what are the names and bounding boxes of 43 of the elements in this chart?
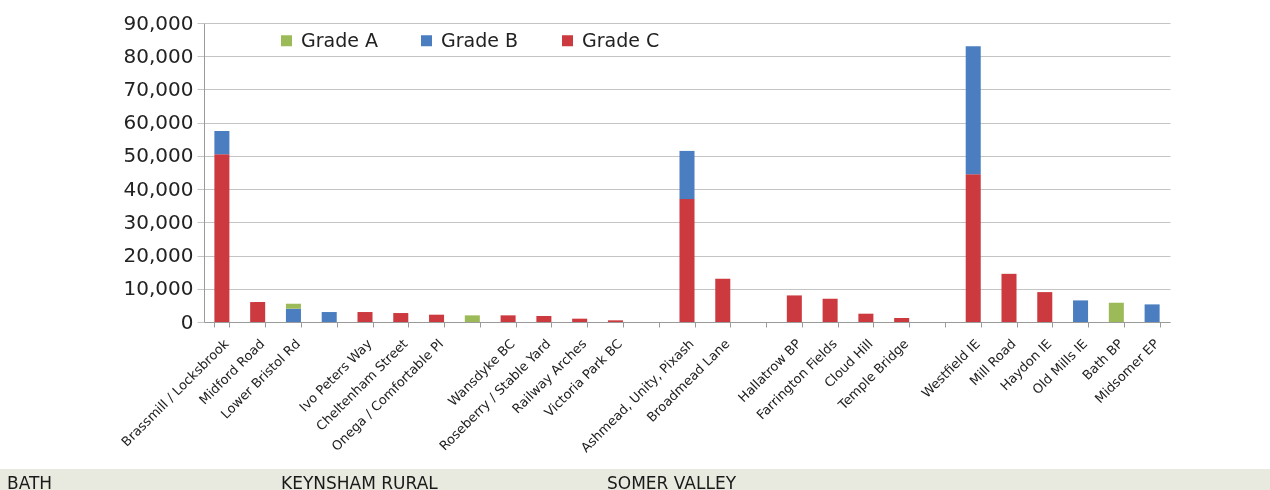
bar [858,313,874,322]
y-tick-label: 80,000 [123,43,194,68]
bar [393,313,409,322]
y-tick-label: 60,000 [123,110,194,135]
bar [1037,292,1053,322]
y-tick-label: 70,000 [123,76,194,101]
bar [1001,273,1017,322]
text: BATH [7,473,53,490]
bar [965,46,981,175]
bar [894,318,910,322]
bar [214,154,230,322]
legend-label: Grade A [301,28,378,51]
legend-label: Grade C [582,28,660,51]
y-tick-label: 10,000 [123,276,194,301]
bar [679,150,695,200]
y-tick-label: 50,000 [123,143,194,168]
bar [464,315,480,322]
bar [1073,300,1089,322]
bar [250,302,266,322]
bar [679,199,695,322]
bar [965,174,981,322]
bar [357,312,373,322]
bar [321,312,337,322]
bar [715,278,731,322]
bar [1144,304,1160,322]
bar [786,295,802,322]
bar [429,314,445,322]
bar [572,318,588,322]
y-tick-label: 0 [180,309,194,334]
bar [536,316,552,322]
y-tick-label: 30,000 [123,209,194,234]
bar [214,130,230,155]
text: SOMER VALLEY [607,473,737,490]
y-tick-label: 20,000 [123,243,194,268]
text: KEYNSHAM RURAL [281,473,439,490]
y-tick-label: 40,000 [123,176,194,201]
bar [1108,302,1124,322]
bar [285,303,301,309]
y-tick-label: 90,000 [123,10,194,35]
bar [500,315,516,322]
bar [285,308,301,322]
bar [822,298,838,322]
legend-label: Grade B [441,28,519,51]
